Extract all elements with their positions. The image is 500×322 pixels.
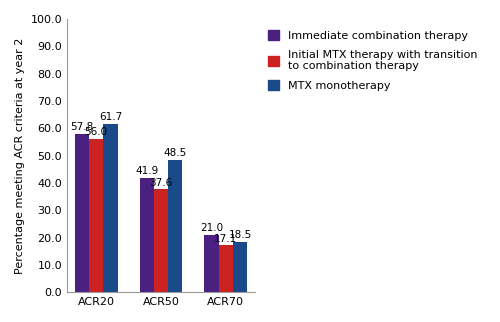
Y-axis label: Percentage meeting ACR criteria at year 2: Percentage meeting ACR criteria at year …: [15, 37, 25, 274]
Text: 18.5: 18.5: [228, 230, 252, 240]
Bar: [89, 139, 104, 292]
Bar: [168, 160, 182, 292]
Legend: Immediate combination therapy, Initial MTX therapy with transition
to combinatio: Immediate combination therapy, Initial M…: [262, 24, 483, 97]
Text: 17.1: 17.1: [214, 233, 238, 243]
Text: 21.0: 21.0: [200, 223, 223, 233]
Bar: [218, 245, 233, 292]
Bar: [140, 178, 154, 292]
Bar: [204, 235, 218, 292]
Bar: [75, 134, 89, 292]
Text: 56.0: 56.0: [84, 127, 108, 137]
Text: 48.5: 48.5: [164, 148, 187, 158]
Bar: [154, 189, 168, 292]
Text: 41.9: 41.9: [135, 166, 158, 176]
Bar: [233, 242, 247, 292]
Text: 37.6: 37.6: [150, 177, 172, 187]
Text: 61.7: 61.7: [99, 112, 122, 122]
Text: 57.8: 57.8: [70, 122, 94, 132]
Bar: [104, 124, 118, 292]
